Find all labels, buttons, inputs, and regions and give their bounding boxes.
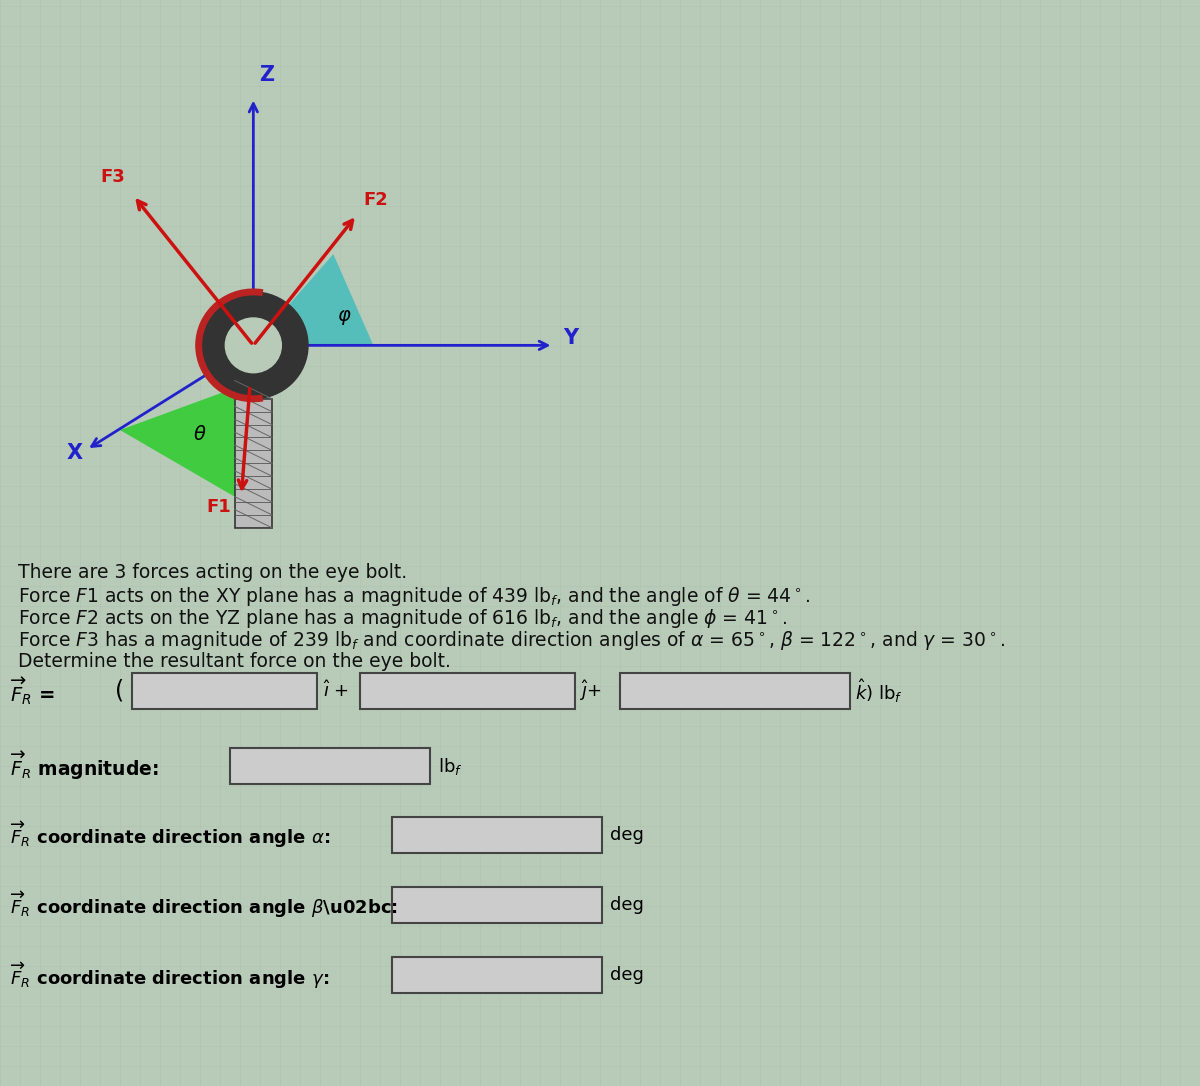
Circle shape [226,318,281,372]
FancyBboxPatch shape [392,887,602,923]
Polygon shape [253,254,373,345]
Text: Determine the resultant force on the eye bolt.: Determine the resultant force on the eye… [18,652,451,670]
Text: $\varphi$: $\varphi$ [337,307,352,327]
Text: F3: F3 [100,168,125,187]
Text: $\overrightarrow{F}_R$ =: $\overrightarrow{F}_R$ = [10,674,55,707]
FancyBboxPatch shape [230,748,430,784]
Text: X: X [67,443,83,464]
Text: deg: deg [610,896,644,914]
Text: There are 3 forces acting on the eye bolt.: There are 3 forces acting on the eye bol… [18,564,407,582]
Text: F1: F1 [206,497,232,516]
Text: Force $\mathit{F}$1 acts on the XY plane has a magnitude of 439 lb$_f$, and the : Force $\mathit{F}$1 acts on the XY plane… [18,585,811,608]
Text: Force $\mathit{F}$3 has a magnitude of 239 lb$_f$ and coordinate direction angle: Force $\mathit{F}$3 has a magnitude of 2… [18,630,1006,653]
FancyBboxPatch shape [392,817,602,853]
Text: $\theta$: $\theta$ [193,425,206,444]
Polygon shape [120,381,253,502]
Text: Z: Z [259,65,274,86]
Text: $\hat{\imath}$ +: $\hat{\imath}$ + [323,681,349,702]
FancyBboxPatch shape [360,672,575,709]
Text: deg: deg [610,967,644,984]
Text: $\overrightarrow{F}_R$ coordinate direction angle $\beta$\u02bc:: $\overrightarrow{F}_R$ coordinate direct… [10,889,398,921]
Text: F2: F2 [364,191,388,210]
Text: deg: deg [610,825,644,844]
Text: $\hat{\jmath}$+: $\hat{\jmath}$+ [580,679,601,704]
Text: $\overrightarrow{F}_R$ coordinate direction angle $\alpha$:: $\overrightarrow{F}_R$ coordinate direct… [10,819,330,850]
Bar [235,399,272,528]
FancyBboxPatch shape [132,672,317,709]
FancyBboxPatch shape [392,957,602,994]
Circle shape [199,292,308,399]
Text: $\hat{k}$) lb$_f$: $\hat{k}$) lb$_f$ [854,677,902,705]
Text: $\overrightarrow{F}_R$ coordinate direction angle $\gamma$:: $\overrightarrow{F}_R$ coordinate direct… [10,960,329,990]
Text: Y: Y [563,328,578,348]
Text: (: ( [115,679,124,703]
Text: lb$_f$: lb$_f$ [438,756,463,776]
FancyBboxPatch shape [620,672,850,709]
Text: $\overrightarrow{F}_R$ magnitude:: $\overrightarrow{F}_R$ magnitude: [10,750,158,783]
Text: Force $\mathit{F}$2 acts on the YZ plane has a magnitude of 616 lb$_f$, and the : Force $\mathit{F}$2 acts on the YZ plane… [18,607,787,630]
